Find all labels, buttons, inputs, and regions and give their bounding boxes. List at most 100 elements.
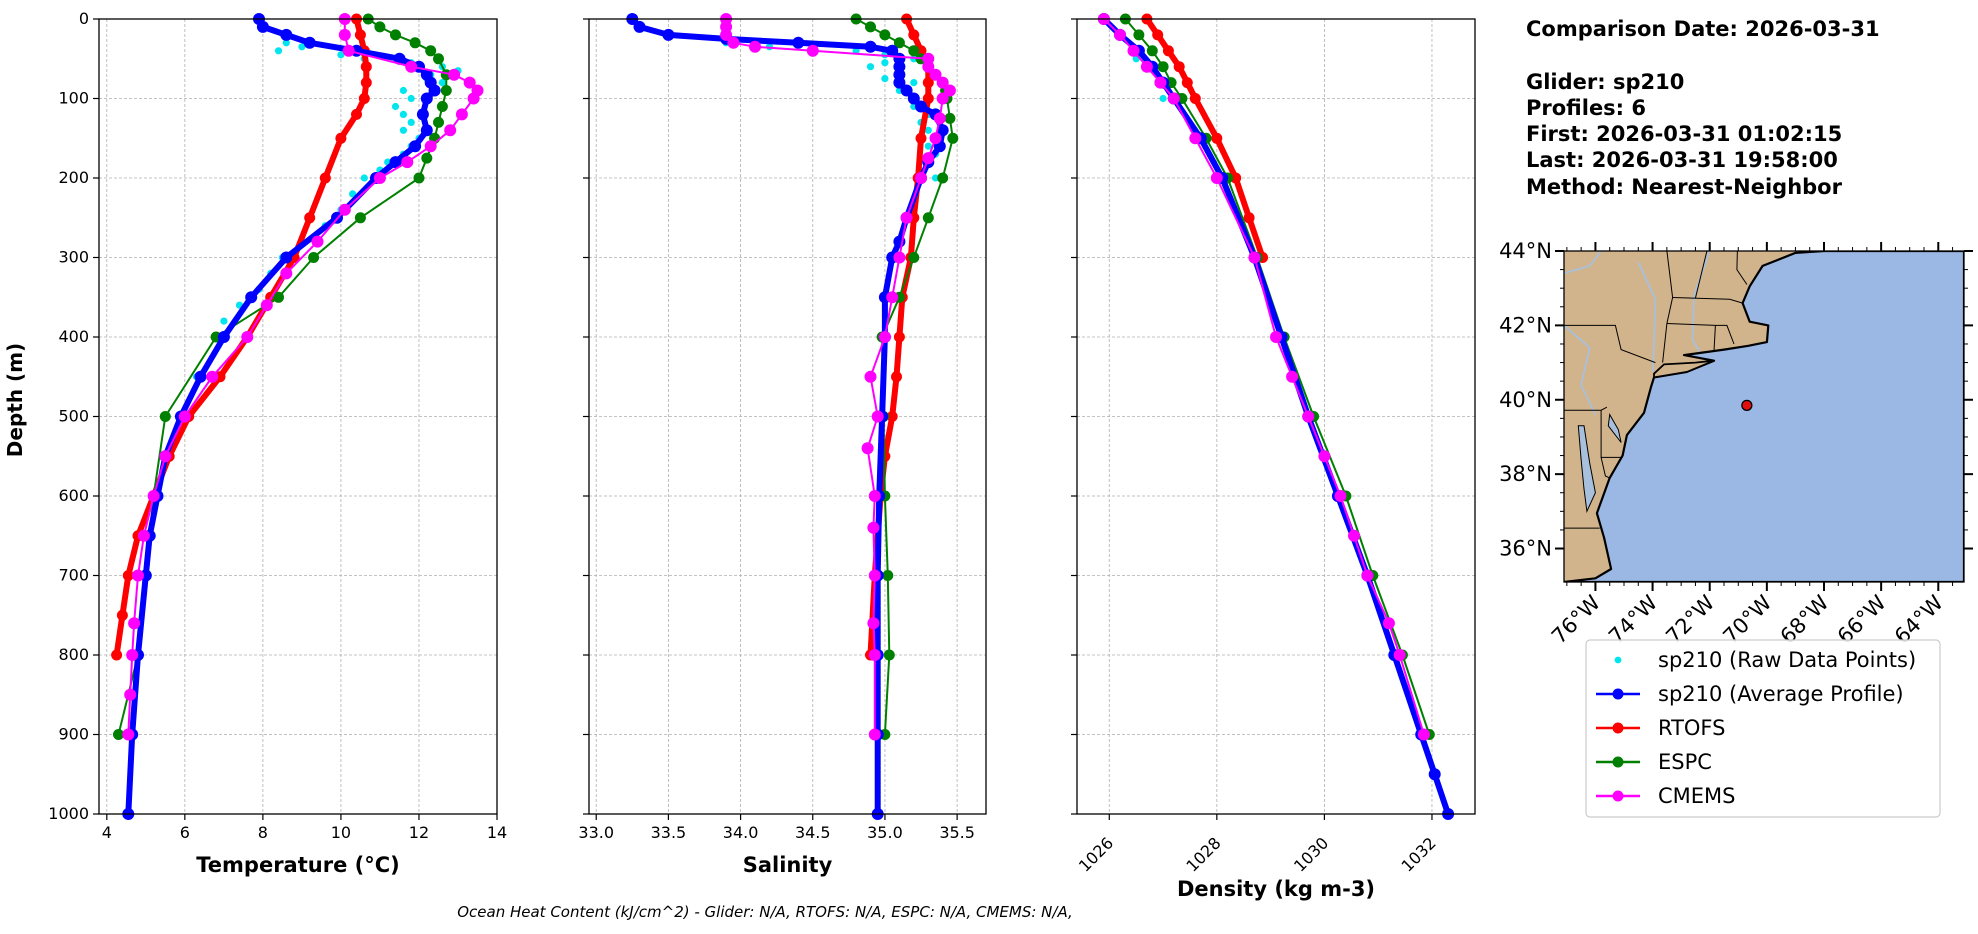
series-raw [153,39,462,500]
data-point-espc [433,116,444,128]
data-point-raw [438,79,446,87]
data-point-cmems [1334,490,1347,502]
data-point-raw [910,79,918,87]
data-point-espc [908,45,920,57]
data-point-cmems [444,124,457,137]
map-lat-label: 38°N [1499,462,1552,486]
y-tick-label: 800 [58,645,89,664]
data-point-cmems [1189,132,1202,145]
data-point-avg [633,20,646,33]
data-point-espc [922,212,934,224]
data-point-raw [881,75,889,83]
map-lat-label: 36°N [1499,537,1552,561]
data-point-cmems [867,521,880,534]
data-point-cmems [373,172,386,184]
data-point-raw [349,190,357,198]
data-point-raw [399,86,407,95]
legend-label-cmems: CMEMS [1658,784,1736,808]
data-point-cmems [868,569,881,582]
data-point-cmems [137,529,150,542]
data-point-cmems [1210,172,1223,184]
legend-entry-raw: sp210 (Raw Data Points) [1614,648,1916,672]
data-point-cmems [868,490,881,502]
series-line-rtofs [1143,16,1266,261]
data-point-espc [440,85,452,96]
data-point-rtofs [886,411,898,422]
data-point-cmems [128,617,141,630]
data-point-cmems [1318,450,1331,463]
data-point-cmems [338,203,351,216]
y-tick-label: 500 [58,407,89,426]
x-tick-label: 35.0 [867,823,903,842]
data-point-raw [924,126,932,134]
data-point-cmems [467,92,480,105]
data-point-raw [399,126,407,134]
data-point-espc [879,29,891,41]
state-border [1666,323,1735,345]
data-point-espc [159,411,171,422]
depth-axis-label: Depth (m) [3,343,27,457]
data-point-cmems [147,490,160,502]
first-time: First: 2026-03-31 01:02:15 [1526,122,1842,146]
data-point-cmems [868,649,881,661]
state-border [1564,324,1656,364]
data-point-rtofs [304,212,316,224]
data-point-espc [425,45,437,57]
data-point-cmems [448,68,461,81]
data-point-avg [792,36,805,49]
x-tick-label: 33.0 [578,823,614,842]
map-ocean [1564,251,1964,582]
data-point-raw [866,63,875,71]
data-point-cmems [260,299,273,312]
data-point-cmems [933,112,946,125]
data-point-espc [308,252,320,263]
data-point-avg [662,28,675,41]
data-point-raw [931,174,940,182]
data-point-rtofs [354,29,366,41]
data-point-raw [298,43,306,51]
data-point-raw [399,110,407,118]
data-point-espc [374,21,386,33]
x-tick-label: 34.5 [795,823,831,842]
data-point-avg [915,100,927,113]
data-point-rtofs [893,331,905,343]
data-point-raw [407,118,415,126]
data-point-espc [354,212,366,224]
data-point-cmems [806,44,819,57]
legend-marker-cmems [1612,790,1624,802]
legend-label-espc: ESPC [1658,750,1712,774]
data-point-rtofs [360,61,372,73]
data-point-avg [280,251,293,264]
data-point-cmems [868,728,881,741]
data-point-espc [865,21,876,33]
legend-marker-avg [1612,688,1624,700]
data-point-cmems [132,569,144,582]
data-point-espc [421,152,433,164]
glider-name: Glider: sp210 [1526,70,1684,94]
data-point-cmems [124,688,137,701]
legend-entry-cmems: CMEMS [1596,784,1736,808]
legend-box [1585,639,1941,818]
x-tick-label: 12 [409,823,429,842]
data-point-rtofs [122,570,134,581]
data-point-espc [947,132,959,144]
last-time: Last: 2026-03-31 19:58:00 [1526,148,1838,172]
data-point-rtofs [922,93,934,104]
data-point-cmems [886,291,899,304]
data-point-rtofs [358,93,370,104]
x-tick-label: 1030 [1290,833,1332,875]
data-point-cmems [1348,529,1360,542]
data-point-espc [1146,45,1158,57]
data-point-cmems [864,370,877,383]
state-border [1600,457,1610,479]
river [1564,324,1597,415]
data-point-avg [416,108,429,121]
y-tick-label: 700 [58,566,89,585]
data-point-rtofs [922,77,934,89]
chesapeake-bay [1577,425,1596,514]
data-point-cmems [936,76,949,89]
legend: sp210 (Raw Data Points) sp210 (Average Pr… [1585,639,1941,818]
data-point-espc [113,729,124,740]
plot-frame [588,18,987,815]
x-tick-label: 1032 [1398,833,1440,875]
